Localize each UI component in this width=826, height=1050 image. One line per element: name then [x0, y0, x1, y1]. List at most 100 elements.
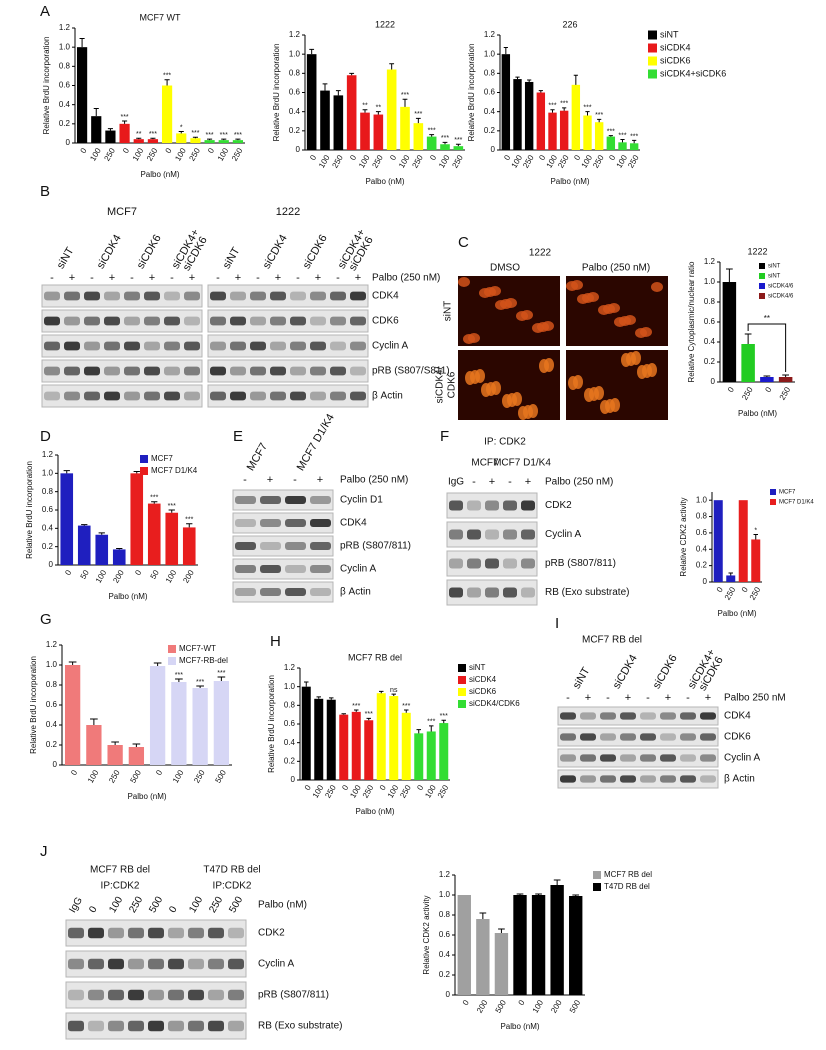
chart-title: 226 — [562, 19, 577, 29]
x-tick-label: 500 — [568, 998, 583, 1015]
blot-band — [350, 341, 366, 351]
y-tick-label: 0.2 — [42, 542, 54, 551]
blot-band — [290, 316, 306, 326]
bar — [501, 54, 511, 150]
blot-band — [184, 341, 200, 351]
cell — [544, 358, 554, 372]
treatment-sign: - — [606, 692, 610, 704]
error-bar — [632, 139, 637, 144]
bar — [213, 681, 230, 765]
blot-strip — [207, 284, 369, 308]
error-bar — [441, 719, 446, 724]
legend-swatch — [140, 455, 148, 463]
significance: ** — [764, 314, 770, 323]
blot-band — [290, 341, 306, 351]
blot-band — [449, 529, 463, 540]
error-bar — [415, 117, 421, 124]
blot-band — [560, 775, 576, 783]
bar — [165, 512, 179, 565]
blot-band — [228, 989, 244, 1001]
blot-band — [184, 366, 200, 376]
blot-strip — [557, 748, 719, 768]
y-tick-label: 0.2 — [46, 740, 58, 749]
blot-band — [108, 1020, 124, 1032]
x-axis-label: Palbo (nM) — [365, 177, 404, 186]
blot-band — [310, 391, 326, 401]
bar — [149, 666, 166, 765]
legend-label: siCDK6 — [469, 687, 497, 696]
bar — [351, 711, 361, 780]
blot-row-label: Cyclin A — [724, 753, 760, 764]
x-tick-label: 250 — [330, 153, 345, 170]
bar — [60, 473, 74, 565]
blot-band — [449, 558, 463, 569]
blot-band — [124, 291, 140, 301]
x-tick-label: 100 — [531, 998, 546, 1015]
bar — [360, 112, 370, 150]
blot-band — [84, 291, 100, 301]
significance: ** — [376, 105, 382, 112]
error-bar — [538, 90, 543, 93]
treatment-sign: - — [130, 272, 134, 284]
treatment-sign: + — [315, 272, 321, 284]
legend-swatch — [168, 645, 176, 653]
blot-band — [485, 529, 499, 540]
error-bar — [573, 74, 578, 85]
legend-swatch — [593, 883, 601, 891]
bar — [107, 745, 123, 765]
bar — [531, 895, 546, 995]
blot-band — [144, 341, 160, 351]
bar — [550, 885, 564, 995]
error-bar — [498, 928, 505, 933]
significance: * — [754, 527, 757, 534]
legend-label: siCDK4 — [660, 42, 691, 52]
blot-band — [64, 341, 80, 351]
x-axis-label: Palbo (nM) — [738, 409, 777, 418]
x-tick-label: 0 — [537, 153, 547, 162]
treatment-sign: + — [317, 474, 323, 486]
x-tick-label: 250 — [748, 585, 763, 602]
blot-strip — [41, 359, 203, 383]
significance: *** — [120, 114, 128, 121]
error-bar — [362, 109, 368, 113]
blot-row-label: CDK4 — [372, 291, 399, 302]
error-bar — [375, 111, 381, 115]
bar — [112, 549, 126, 565]
x-tick-label: 100 — [88, 146, 103, 163]
bar — [536, 92, 546, 150]
significance: *** — [440, 713, 448, 720]
image-row: siNT — [443, 301, 454, 322]
blot-strip — [232, 535, 334, 557]
blot-band — [250, 291, 266, 301]
blot-band — [290, 291, 306, 301]
bar — [86, 725, 102, 765]
x-tick-label: 50 — [149, 568, 162, 581]
blot-strip — [65, 981, 247, 1009]
bar — [594, 122, 604, 150]
blot-band — [270, 366, 286, 376]
blot-band — [620, 775, 636, 783]
bar — [476, 919, 490, 995]
error-bar — [728, 572, 733, 576]
x-tick-label: 500 — [494, 998, 509, 1015]
x-tick-label: 250 — [192, 768, 207, 785]
bar — [128, 747, 145, 765]
blot-band — [235, 542, 256, 550]
blot-band — [44, 366, 60, 376]
blot-band — [310, 496, 331, 504]
x-tick-label: 100 — [545, 153, 560, 170]
blot-strip — [232, 558, 334, 580]
x-tick-label: 0 — [133, 568, 143, 577]
lane-label: 0 — [87, 904, 100, 915]
error-bar — [207, 138, 213, 141]
blot-band — [84, 366, 100, 376]
error-bar — [186, 523, 193, 528]
error-bar — [402, 98, 408, 107]
bar — [618, 142, 627, 150]
legend-label: siCDK4/CDK6 — [469, 699, 520, 708]
panel-letter: J — [40, 843, 48, 860]
bar — [133, 139, 144, 143]
lane-header: MCF7 D1/K4 — [493, 458, 551, 469]
y-tick-label: 0.2 — [704, 357, 716, 366]
x-tick-label: 250 — [103, 146, 118, 163]
